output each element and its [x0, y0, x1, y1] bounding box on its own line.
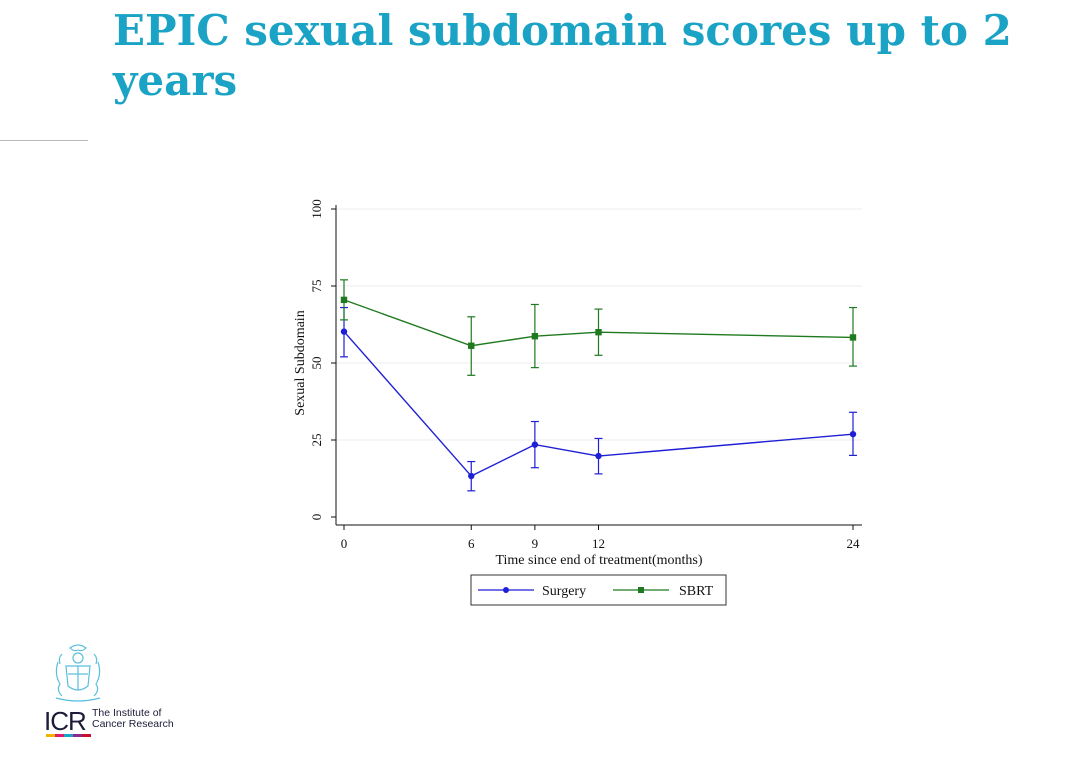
legend: Surgery SBRT	[470, 574, 727, 606]
point-series-1-3	[595, 452, 602, 460]
point-series-1-2	[531, 441, 539, 448]
series-2	[340, 279, 857, 376]
y-tick-label-25: 25	[309, 434, 324, 447]
x-axis-label: Time since end of treatment(months)	[495, 553, 702, 568]
y-axis-label: Sexual Subdomain	[293, 310, 308, 415]
x-tick-label-24: 24	[847, 536, 861, 551]
logo-abbreviation: ICR	[44, 706, 87, 736]
point-series-1-0	[340, 328, 348, 335]
point-series-2-4	[849, 334, 857, 341]
y-tick-label-50: 50	[309, 357, 324, 370]
y-tick-label-75: 75	[309, 280, 324, 293]
logo-bar-segment	[73, 734, 82, 737]
logo-bar-segment	[55, 734, 64, 737]
x-tick-label-0: 0	[341, 536, 348, 551]
legend-marker-series-1	[503, 587, 509, 593]
legend-label-series-1: Surgery	[542, 584, 586, 599]
icr-crest-icon	[55, 644, 101, 702]
logo-line-1: The Institute of	[92, 707, 162, 719]
logo-bar-segment	[46, 734, 55, 737]
logo-line-2: Cancer Research	[92, 718, 174, 730]
x-tick-label-6: 6	[468, 536, 475, 551]
y-tick-label-0: 0	[309, 514, 324, 521]
x-tick-label-12: 12	[592, 536, 605, 551]
point-series-2-0	[340, 296, 348, 304]
point-series-2-3	[595, 329, 602, 336]
icr-logo: ICR The Institute of Cancer Research	[44, 640, 204, 740]
point-series-1-4	[849, 430, 857, 438]
slide-title: EPIC sexual subdomain scores up to 2 yea…	[113, 6, 1012, 105]
point-series-2-2	[531, 333, 539, 340]
legend-marker-series-2	[638, 587, 644, 593]
x-tick-label-9: 9	[532, 536, 539, 551]
logo-bar-segment	[64, 734, 73, 737]
series-1	[340, 306, 857, 492]
logo-bar-segment	[82, 734, 91, 737]
legend-label-series-2: SBRT	[679, 584, 714, 599]
point-series-1-1	[468, 472, 475, 480]
axes-layer: 0 25 50 75 100 0 6 9 12 24	[309, 199, 862, 551]
title-divider	[0, 140, 88, 141]
y-tick-label-100: 100	[309, 199, 324, 219]
series-layer	[340, 279, 857, 492]
point-series-2-1	[468, 342, 475, 349]
logo-institute-name: The Institute of Cancer Research	[92, 708, 212, 730]
